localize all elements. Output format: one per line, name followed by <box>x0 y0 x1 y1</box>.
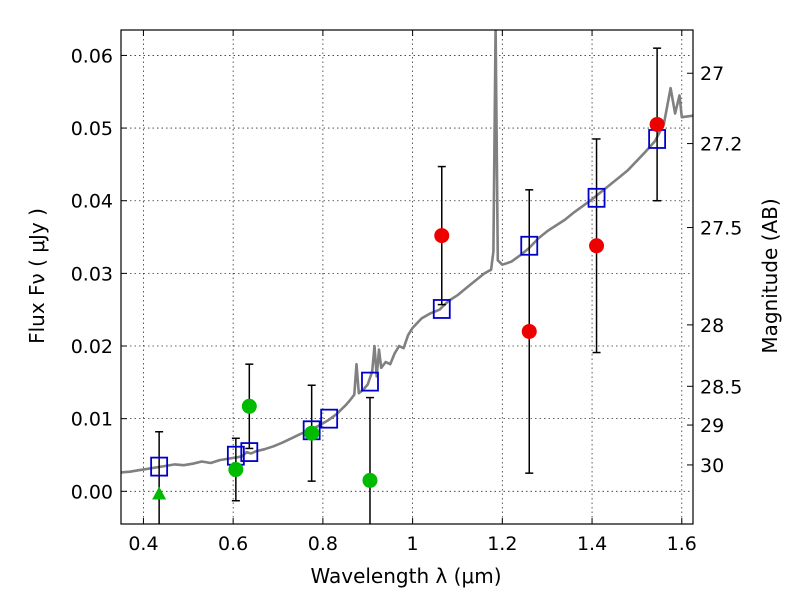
model-band-box-5 <box>361 371 379 392</box>
plot-frame <box>120 29 694 525</box>
mag-tick-label: 27 <box>700 63 724 85</box>
right-axis-title: Magnitude (AB) <box>758 198 782 353</box>
x-tick-label: 0.8 <box>308 533 338 555</box>
observed-point-3 <box>362 472 378 488</box>
y-tick-label: 0.05 <box>71 118 113 140</box>
model-spectrum-line <box>121 30 693 474</box>
y-axis-title: Flux Fν ( μJy ) <box>25 208 49 344</box>
y-tick-label: 0.01 <box>71 409 113 431</box>
x-tick-label: 1 <box>407 533 419 555</box>
x-tick-label: 0.4 <box>128 533 158 555</box>
x-tick-label: 1.4 <box>577 533 607 555</box>
mag-tick-label: 28 <box>700 315 724 337</box>
model-band-box-2 <box>240 442 259 462</box>
x-tick-label: 0.6 <box>218 533 248 555</box>
model-band-box-6 <box>432 299 451 319</box>
mag-tick-label: 28.5 <box>700 376 742 398</box>
axes: 0.4 0.6 0.8 1 1.2 1.4 1.6 0.00 0.01 0.02 0.03 0.04 0… <box>71 29 742 555</box>
observed-point-6 <box>589 238 605 254</box>
observed-point-0 <box>228 462 244 478</box>
model-band-box-8 <box>587 187 606 208</box>
model-band-box-0 <box>150 456 169 477</box>
y-tick-label: 0.06 <box>71 45 113 67</box>
plot-area <box>121 30 693 524</box>
upper-limit-triangle <box>152 486 167 500</box>
observed-point-5 <box>521 323 537 339</box>
mag-tick-label: 27.5 <box>700 218 742 240</box>
model-band-box-4 <box>320 408 339 429</box>
observed-point-1 <box>241 398 257 414</box>
x-tick-label: 1.6 <box>667 533 697 555</box>
y-tick-label: 0.04 <box>71 191 113 213</box>
observed-point-4 <box>434 228 450 244</box>
model-band-box-7 <box>520 235 539 256</box>
mag-tick-label: 29 <box>700 415 724 437</box>
observed-point-2 <box>304 425 320 441</box>
y-tick-label: 0.02 <box>71 336 113 358</box>
x-axis-title: Wavelength λ (μm) <box>310 564 501 588</box>
x-tick-label: 1.2 <box>487 533 517 555</box>
y-tick-label: 0.00 <box>71 481 113 503</box>
grid-lines <box>121 30 693 524</box>
observed-point-7 <box>649 116 665 132</box>
mag-tick-label: 27.2 <box>700 134 742 156</box>
mag-tick-label: 30 <box>700 455 724 477</box>
y-tick-label: 0.03 <box>71 263 113 285</box>
